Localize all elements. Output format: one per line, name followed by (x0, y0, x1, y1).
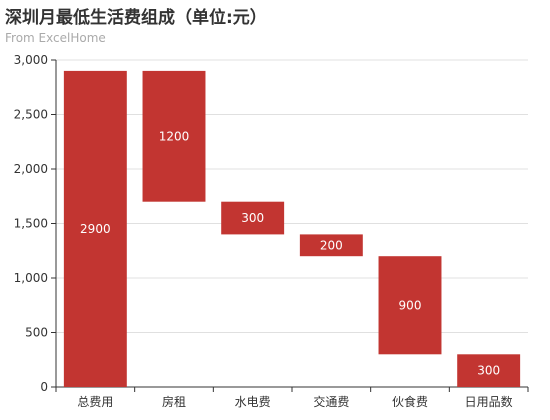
y-tick-label: 2,000 (14, 162, 48, 176)
bar (378, 256, 442, 355)
data-label: 300 (241, 211, 264, 225)
data-label: 300 (477, 364, 500, 378)
x-tick-label: 伙食费 (392, 394, 428, 409)
x-tick-label: 总费用 (77, 395, 113, 409)
y-tick-label: 1,000 (14, 271, 48, 285)
x-tick-label: 房租 (162, 394, 186, 409)
data-label: 2900 (80, 222, 111, 236)
bar (221, 201, 285, 235)
y-tick-label: 0 (40, 380, 48, 394)
y-tick-label: 2,500 (14, 108, 48, 122)
bar (142, 70, 206, 202)
x-tick-label: 日用品数 (465, 394, 513, 409)
data-label: 200 (320, 238, 343, 252)
y-tick-label: 3,000 (14, 53, 48, 67)
bar (299, 234, 363, 257)
chart-title: 深圳月最低生活费组成（单位:元） (5, 8, 267, 28)
y-tick-label: 1,500 (14, 217, 48, 231)
x-tick-label: 水电费 (235, 395, 271, 409)
chart-subtitle: From ExcelHome (5, 31, 106, 45)
bar (457, 354, 521, 387)
y-tick-label: 500 (25, 326, 48, 340)
data-label: 900 (399, 298, 422, 312)
bar (63, 70, 127, 388)
data-label: 1200 (159, 129, 190, 143)
x-tick-label: 交通费 (313, 394, 349, 409)
